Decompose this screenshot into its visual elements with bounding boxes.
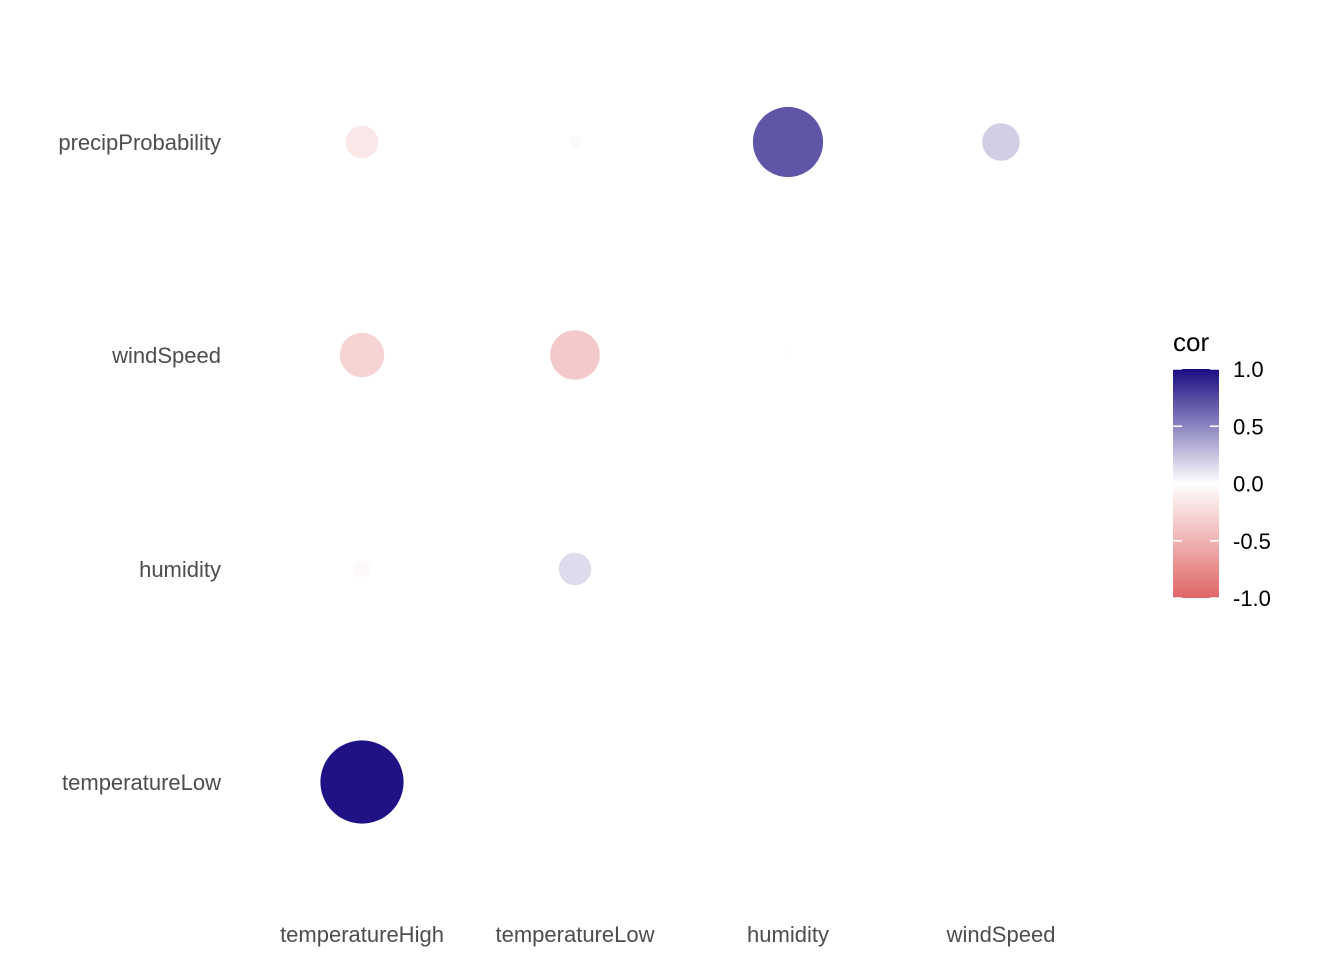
- point-temperatureHigh-humidity: [353, 560, 371, 578]
- point-temperatureHigh-precipProbability: [345, 125, 379, 159]
- legend-title: cor: [1173, 327, 1209, 357]
- x-tick-label-windSpeed: windSpeed: [946, 922, 1056, 947]
- y-tick-label-temperatureLow: temperatureLow: [62, 770, 221, 795]
- point-temperatureHigh-temperatureLow: [320, 740, 404, 824]
- legend-label: 1.0: [1233, 357, 1264, 382]
- legend: cor 1.0 0.5 0.0 -0.5 -1.0: [1173, 327, 1271, 611]
- point-temperatureLow-windSpeed: [550, 330, 600, 380]
- y-axis: temperatureLow humidity windSpeed precipPro…: [58, 130, 221, 795]
- point-temperatureHigh-windSpeed: [339, 332, 385, 378]
- x-tick-label-temperatureLow: temperatureLow: [496, 922, 655, 947]
- legend-label: 0.5: [1233, 414, 1264, 439]
- point-temperatureLow-humidity: [558, 552, 592, 586]
- points-layer: [320, 106, 1020, 824]
- legend-ticks: 1.0 0.5 0.0 -0.5 -1.0: [1173, 357, 1271, 611]
- point-humidity-windSpeed: [783, 350, 793, 360]
- x-tick-label-temperatureHigh: temperatureHigh: [280, 922, 444, 947]
- x-tick-label-humidity: humidity: [747, 922, 829, 947]
- legend-label: -1.0: [1233, 586, 1271, 611]
- point-temperatureLow-precipProbability: [569, 136, 581, 148]
- point-humidity-precipProbability: [752, 106, 824, 178]
- y-tick-label-windSpeed: windSpeed: [111, 343, 221, 368]
- x-axis: temperatureHigh temperatureLow humidity win…: [280, 922, 1055, 947]
- legend-label: 0.0: [1233, 472, 1264, 497]
- point-windSpeed-precipProbability: [982, 123, 1020, 161]
- legend-label: -0.5: [1233, 529, 1271, 554]
- y-tick-label-precipProbability: precipProbability: [58, 130, 221, 155]
- y-tick-label-humidity: humidity: [139, 557, 221, 582]
